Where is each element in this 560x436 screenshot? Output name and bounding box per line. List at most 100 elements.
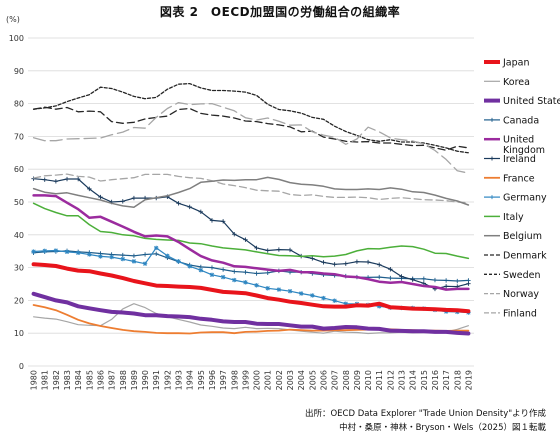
point-canada-2017 xyxy=(443,278,449,283)
point-germany-1986 xyxy=(98,254,103,259)
y-tick-labels: 0 10 20 30 40 50 60 70 80 90 100 xyxy=(9,34,24,371)
legend-item-france: France xyxy=(484,173,535,184)
point-ireland-1995 xyxy=(198,209,204,215)
legend-label: Italy xyxy=(503,212,524,223)
x-tick-2004: 2004 xyxy=(297,370,306,390)
point-canada-1997 xyxy=(220,267,226,272)
series-italy xyxy=(32,202,470,260)
x-tick-1993: 1993 xyxy=(175,370,184,390)
legend-label: Norway xyxy=(503,289,539,300)
point-ireland-2005 xyxy=(310,256,315,261)
point-germany-1991 xyxy=(154,245,159,251)
legend-item-united-states: United States xyxy=(484,96,560,107)
x-tick-2006: 2006 xyxy=(319,370,328,390)
point-germany-1989 xyxy=(131,259,137,264)
series-sweden xyxy=(32,82,470,154)
legend-label: Japan xyxy=(502,58,530,69)
point-germany-1983 xyxy=(64,249,70,255)
series-line-belgium xyxy=(32,176,470,208)
x-tick-1996: 1996 xyxy=(208,370,217,390)
point-ireland-2012 xyxy=(388,267,393,272)
x-tick-1997: 1997 xyxy=(219,370,228,390)
gridlines xyxy=(28,37,474,367)
point-canada-1996 xyxy=(209,265,215,270)
y-tick-60: 60 xyxy=(14,165,24,174)
legend-item-canada: Canada xyxy=(484,115,539,126)
point-germany-2003 xyxy=(287,289,293,294)
x-tick-2001: 2001 xyxy=(264,370,273,390)
legend-label: Canada xyxy=(503,115,539,126)
point-canada-2016 xyxy=(432,277,438,283)
series-line-italy xyxy=(32,202,470,260)
legend-item-ireland: Ireland xyxy=(484,154,536,165)
point-canada-2000 xyxy=(254,271,259,276)
legend-item-norway: Norway xyxy=(484,289,539,300)
x-tick-2018: 2018 xyxy=(453,370,462,390)
x-tick-2009: 2009 xyxy=(353,370,362,390)
x-tick-1985: 1985 xyxy=(85,370,94,390)
y-tick-10: 10 xyxy=(14,329,24,338)
series-line-norway xyxy=(32,173,470,204)
legend-item-sweden: Sweden xyxy=(484,270,541,281)
point-ireland-1981 xyxy=(42,177,47,182)
legend-label: France xyxy=(503,173,535,184)
point-ireland-2013 xyxy=(399,274,404,279)
point-ireland-2001 xyxy=(265,248,270,253)
point-germany-1982 xyxy=(53,248,59,253)
legend-label: Germany xyxy=(503,193,547,204)
point-ireland-1989 xyxy=(131,195,137,201)
credit-note: 中村・桑原・神林・Bryson・Wels（2025）図１転載 xyxy=(339,423,546,433)
legend-marker xyxy=(490,117,494,122)
point-ireland-1994 xyxy=(187,204,192,210)
y-tick-70: 70 xyxy=(14,132,24,141)
series-finland xyxy=(32,101,470,174)
x-tick-2003: 2003 xyxy=(286,370,295,390)
x-tick-2012: 2012 xyxy=(386,370,395,390)
point-ireland-1982 xyxy=(53,179,59,184)
legend-marker xyxy=(490,156,494,161)
point-germany-1993 xyxy=(176,259,181,264)
legend-marker xyxy=(490,195,494,200)
point-ireland-1984 xyxy=(75,176,81,182)
legend-label: United xyxy=(503,135,534,146)
y-tick-50: 50 xyxy=(14,198,24,207)
series-line-japan xyxy=(31,262,471,314)
y-tick-90: 90 xyxy=(14,67,24,76)
x-tick-2016: 2016 xyxy=(431,370,440,390)
x-tick-2019: 2019 xyxy=(464,370,473,390)
x-tick-1986: 1986 xyxy=(96,370,105,390)
point-ireland-1986 xyxy=(98,194,103,200)
x-tick-labels: 1980 1981 1982 1983 1984 1985 1986 1987 1988 1989… xyxy=(30,370,474,390)
series-united-states xyxy=(31,291,471,336)
point-germany-2007 xyxy=(332,298,337,303)
legend-label: Denmark xyxy=(503,251,547,262)
point-germany-2004 xyxy=(298,291,304,296)
legend-item-japan: Japan xyxy=(484,58,530,69)
point-canada-1990 xyxy=(142,252,148,257)
x-tick-2005: 2005 xyxy=(308,370,317,390)
point-canada-1999 xyxy=(243,269,248,275)
point-ireland-1993 xyxy=(176,201,181,206)
x-tick-2017: 2017 xyxy=(442,370,451,390)
legend-item-denmark: Denmark xyxy=(484,251,547,262)
point-ireland-1999 xyxy=(243,237,248,242)
legend-item-finland: Finland xyxy=(484,308,537,319)
point-germany-1985 xyxy=(87,252,92,257)
x-tick-2013: 2013 xyxy=(398,370,407,390)
legend-item-germany: Germany xyxy=(484,193,547,204)
chart-title: 図表 2 OECD加盟国の労働組合の組織率 xyxy=(159,5,401,19)
y-unit-label: (%) xyxy=(6,15,20,24)
legend-label: United States xyxy=(503,96,560,107)
x-tick-1994: 1994 xyxy=(186,370,195,390)
legend-item-korea: Korea xyxy=(484,77,530,88)
x-tick-1991: 1991 xyxy=(152,370,161,390)
legend-item-italy: Italy xyxy=(484,212,524,223)
point-germany-1988 xyxy=(120,256,125,262)
series-line-canada xyxy=(32,250,469,282)
point-ireland-1988 xyxy=(120,199,125,204)
point-germany-1984 xyxy=(75,250,81,256)
series-belgium xyxy=(32,176,470,208)
point-germany-2001 xyxy=(265,286,270,291)
point-ireland-2014 xyxy=(410,277,415,282)
